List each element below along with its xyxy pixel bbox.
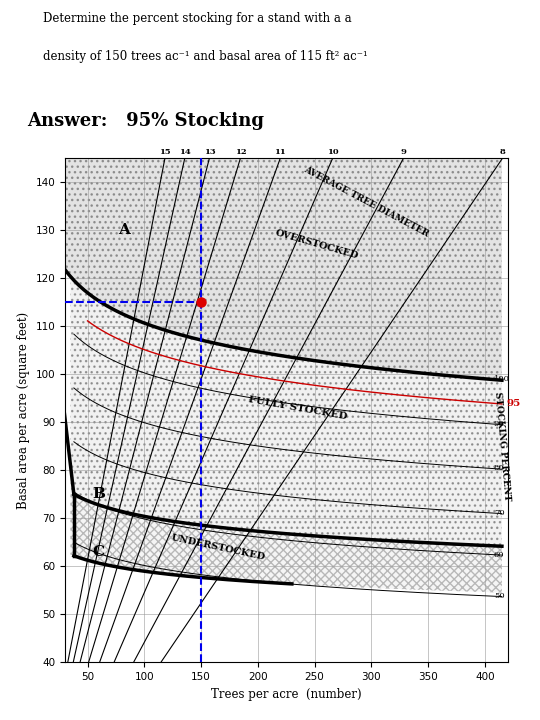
Text: 90: 90	[494, 420, 504, 428]
Text: 8: 8	[500, 148, 505, 156]
X-axis label: Trees per acre  (number): Trees per acre (number)	[211, 688, 361, 701]
Y-axis label: Basal area per acre (square feet): Basal area per acre (square feet)	[17, 312, 30, 509]
Text: FULLY STOCKED: FULLY STOCKED	[247, 395, 348, 421]
Text: 13: 13	[204, 148, 215, 156]
Text: C: C	[93, 545, 105, 559]
Text: 15: 15	[159, 148, 171, 156]
Text: 11: 11	[274, 148, 286, 156]
Text: A: A	[118, 223, 130, 238]
Text: B: B	[92, 487, 105, 501]
Text: STOCKING PERCENT: STOCKING PERCENT	[492, 392, 511, 501]
Text: 12: 12	[234, 148, 246, 156]
Text: density of 150 trees ac⁻¹ and basal area of 115 ft² ac⁻¹: density of 150 trees ac⁻¹ and basal area…	[43, 50, 368, 63]
Text: 14: 14	[179, 148, 191, 156]
Text: Answer:   95% Stocking: Answer: 95% Stocking	[27, 112, 264, 130]
Text: 70: 70	[494, 509, 504, 517]
Text: 80: 80	[494, 464, 504, 472]
Text: UNDERSTOCKED: UNDERSTOCKED	[170, 533, 266, 562]
Text: Determine the percent stocking for a stand with a a: Determine the percent stocking for a sta…	[43, 12, 352, 24]
Text: OVERSTOCKED: OVERSTOCKED	[274, 228, 360, 261]
Text: 50: 50	[494, 592, 504, 600]
Text: 100: 100	[494, 375, 510, 383]
Text: 95: 95	[507, 400, 521, 408]
Text: AVERAGE TREE DIAMETER: AVERAGE TREE DIAMETER	[302, 165, 430, 238]
Text: 9: 9	[401, 148, 406, 156]
Text: 10: 10	[327, 148, 339, 156]
Text: 60: 60	[494, 551, 504, 559]
